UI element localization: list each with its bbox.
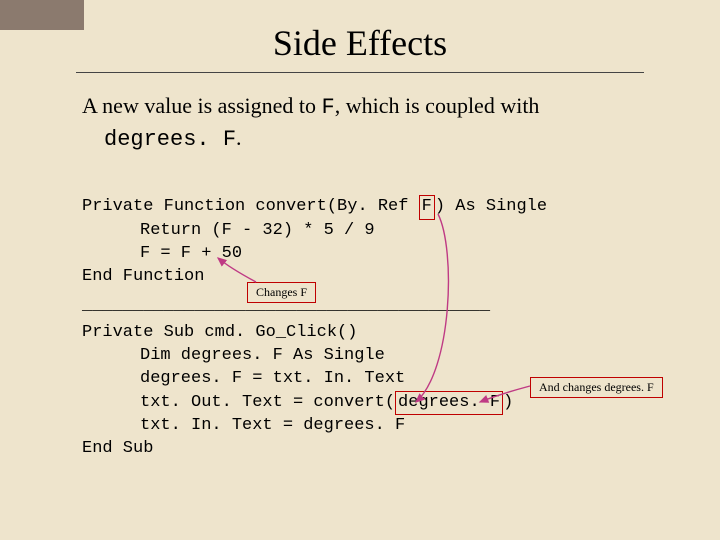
intro-text-3: . (236, 125, 242, 150)
highlight-degreesF: degrees. F (395, 391, 503, 416)
code-l1b: ) As Single (435, 197, 547, 216)
intro-paragraph: A new value is assigned to F, which is c… (82, 91, 644, 154)
code-sub-1: Private Sub cmd. Go_Click() (82, 322, 662, 345)
callout-and-changes: And changes degrees. F (530, 377, 663, 398)
code-block: Private Function convert(By. Ref F ) As … (82, 195, 662, 461)
highlight-F: F (419, 195, 435, 220)
code-sub-6: End Sub (82, 438, 662, 461)
corner-accent (0, 0, 84, 30)
intro-text-2: , which is coupled with (335, 93, 540, 118)
intro-code-F: F (322, 95, 335, 120)
page-title: Side Effects (0, 0, 720, 72)
intro-code-degreesF: degrees. F (82, 127, 236, 152)
code-line-4: End Function (82, 266, 662, 289)
callout-changes-f: Changes F (247, 282, 316, 303)
code-l1a: Private Function convert(By. Ref (82, 197, 408, 216)
intro-text-1: A new value is assigned to (82, 93, 322, 118)
title-rule (76, 72, 644, 73)
code-line-3: F = F + 50 (82, 243, 662, 266)
code-sub-2: Dim degrees. F As Single (82, 345, 662, 368)
separator-line: ________________________________________ (82, 295, 662, 318)
code-line-2: Return (F - 32) * 5 / 9 (82, 220, 662, 243)
code-line-1: Private Function convert(By. Ref F ) As … (82, 195, 662, 220)
code-sub-5: txt. In. Text = degrees. F (82, 415, 662, 438)
